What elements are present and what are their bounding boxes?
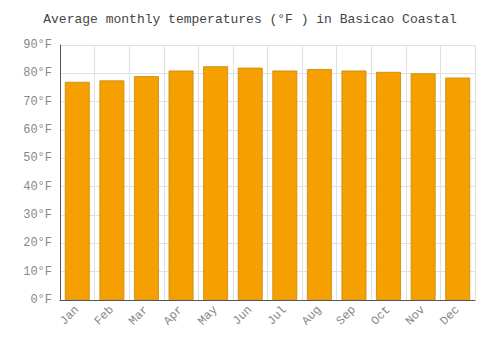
svg-text:Average monthly temperatures (: Average monthly temperatures (°F ) in Ba…	[43, 12, 457, 27]
svg-text:Nov: Nov	[403, 303, 428, 328]
svg-text:70°F: 70°F	[23, 95, 52, 109]
svg-text:30°F: 30°F	[23, 208, 52, 222]
svg-text:Apr: Apr	[161, 303, 186, 328]
svg-text:10°F: 10°F	[23, 265, 52, 279]
svg-text:90°F: 90°F	[23, 38, 52, 52]
svg-text:50°F: 50°F	[23, 151, 52, 165]
svg-text:Aug: Aug	[299, 303, 324, 328]
svg-text:0°F: 0°F	[30, 293, 52, 307]
svg-text:Sep: Sep	[334, 303, 359, 328]
svg-text:Jun: Jun	[230, 303, 255, 328]
svg-text:May: May	[195, 303, 220, 328]
svg-text:Dec: Dec	[438, 303, 463, 328]
svg-text:Jan: Jan	[57, 303, 82, 328]
svg-text:20°F: 20°F	[23, 236, 52, 250]
svg-text:Jul: Jul	[265, 303, 290, 328]
svg-text:Feb: Feb	[92, 303, 117, 328]
svg-text:Mar: Mar	[126, 303, 151, 328]
svg-text:60°F: 60°F	[23, 123, 52, 137]
svg-text:80°F: 80°F	[23, 66, 52, 80]
svg-text:40°F: 40°F	[23, 180, 52, 194]
svg-text:Oct: Oct	[368, 303, 393, 328]
